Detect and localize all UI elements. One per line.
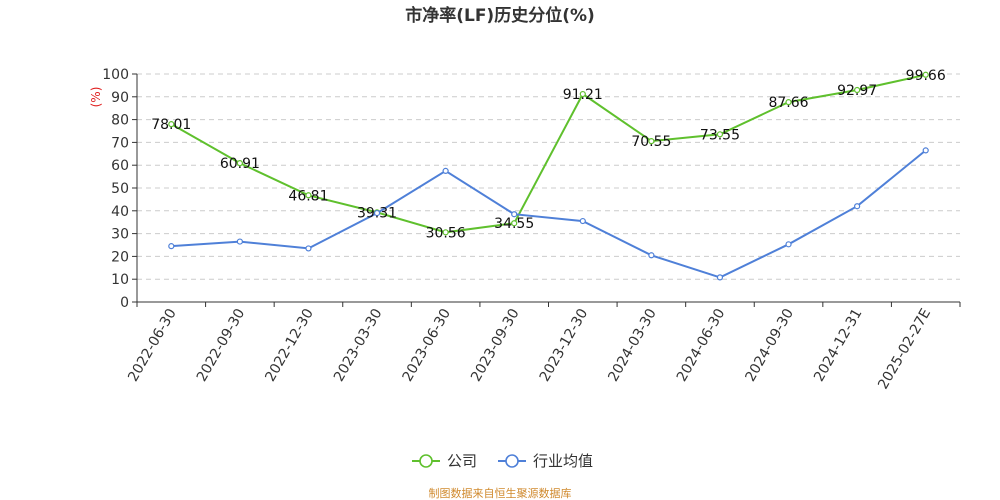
legend[interactable]: 公司 行业均值 <box>412 452 593 470</box>
data-point[interactable] <box>716 274 724 281</box>
y-tick-label: 60 <box>111 158 129 174</box>
x-tick-label: 2022-12-30 <box>262 306 317 384</box>
data-label: 73.55 <box>700 127 740 143</box>
source-note: 制图数据来自恒生聚源数据库 <box>429 486 572 500</box>
data-point[interactable] <box>511 211 518 218</box>
y-tick-label: 50 <box>111 181 129 197</box>
series-line-1 <box>171 149 927 279</box>
x-tick-label: 2024-03-30 <box>605 306 660 384</box>
x-tick-label: 2023-09-30 <box>468 306 523 384</box>
y-tick-label: 10 <box>111 272 129 288</box>
legend-item[interactable]: 公司 <box>412 452 477 470</box>
y-tick-label: 40 <box>111 204 129 220</box>
x-tick-label: 2024-12-31 <box>811 306 866 384</box>
y-tick-label: 80 <box>111 113 129 129</box>
y-tick-label: 100 <box>102 67 129 83</box>
data-point[interactable] <box>236 238 243 245</box>
data-point[interactable] <box>442 229 449 236</box>
data-label: 60.91 <box>220 156 260 172</box>
series-group <box>168 71 929 281</box>
data-point[interactable] <box>854 203 861 210</box>
data-label: 78.01 <box>151 117 191 133</box>
x-tick-label: 2022-06-30 <box>125 306 180 384</box>
data-label: 34.55 <box>494 216 534 232</box>
data-point[interactable] <box>854 86 861 94</box>
data-point[interactable] <box>168 243 175 250</box>
y-tick-label: 30 <box>111 227 129 243</box>
data-point[interactable] <box>785 99 792 106</box>
legend-item[interactable]: 行业均值 <box>498 452 593 470</box>
data-point[interactable] <box>305 192 312 199</box>
data-point[interactable] <box>579 90 586 98</box>
data-point[interactable] <box>716 131 724 138</box>
y-tick-label: 90 <box>111 90 129 106</box>
data-point[interactable] <box>236 160 243 167</box>
data-point[interactable] <box>579 217 586 225</box>
data-label: 99.66 <box>906 68 946 84</box>
y-axis-unit: (%) <box>89 87 103 108</box>
x-tick-label: 2024-06-30 <box>674 306 729 384</box>
data-point[interactable] <box>922 71 929 78</box>
data-point[interactable] <box>442 167 449 174</box>
x-tick-label: 2023-12-30 <box>537 306 592 384</box>
data-label: 92.97 <box>837 83 877 99</box>
x-tick-label: 2023-03-30 <box>331 306 386 384</box>
data-label: 39.31 <box>357 205 397 221</box>
data-point[interactable] <box>168 121 175 128</box>
data-point[interactable] <box>648 138 655 145</box>
data-label: 30.56 <box>426 225 466 241</box>
x-tick-label: 2022-09-30 <box>194 306 249 384</box>
data-point[interactable] <box>648 252 655 259</box>
data-label: 46.81 <box>288 188 328 204</box>
series-line-0 <box>170 73 926 234</box>
x-tick-label: 2025-02-27E <box>875 306 934 392</box>
data-point[interactable] <box>511 220 518 227</box>
y-tick-label: 70 <box>111 135 129 151</box>
grid <box>137 73 960 280</box>
y-tick-label: 20 <box>111 249 129 265</box>
data-label: 87.66 <box>768 95 808 111</box>
x-tick-label: 2024-09-30 <box>742 306 797 384</box>
data-label: 70.55 <box>631 134 671 150</box>
legend-label: 公司 <box>447 452 477 470</box>
x-tick-label: 2023-06-30 <box>400 306 455 384</box>
y-tick-label: 0 <box>120 295 129 311</box>
data-point[interactable] <box>305 245 312 252</box>
legend-marker <box>419 454 433 468</box>
data-point[interactable] <box>373 209 381 217</box>
data-labels: 78.01 60.91 46.81 39.31 30.56 34.55 91.21 70.55… <box>151 68 946 242</box>
data-point[interactable] <box>922 147 929 154</box>
legend-marker <box>505 454 519 468</box>
data-label: 91.21 <box>563 87 603 103</box>
data-point[interactable] <box>785 241 792 248</box>
chart-title: 市净率(LF)历史分位(%) <box>405 5 595 26</box>
legend-label: 行业均值 <box>533 452 593 470</box>
